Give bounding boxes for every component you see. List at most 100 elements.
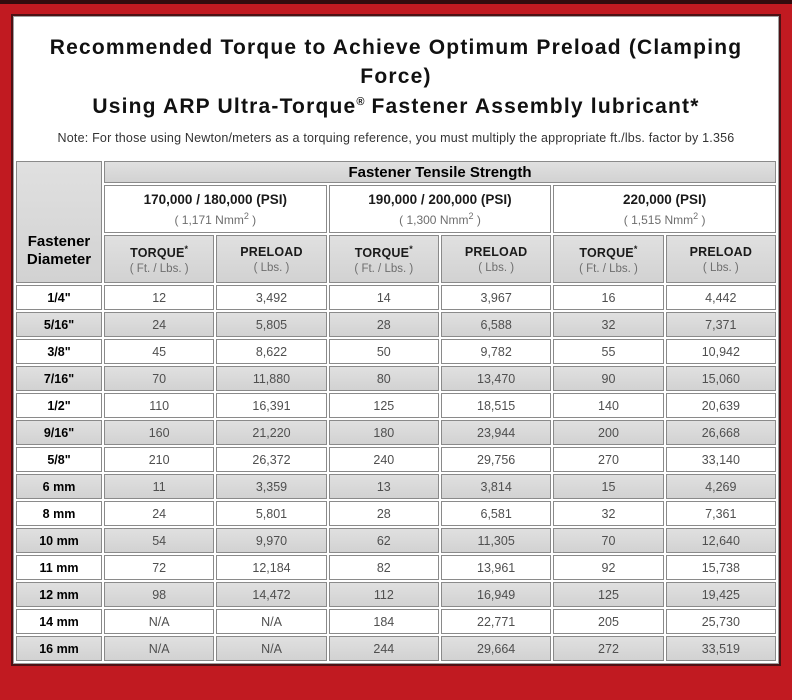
value-cell: 184 — [328, 609, 439, 635]
value-cell: 70 — [104, 366, 215, 392]
torque-header-3: TORQUE* ( Ft. / Lbs. ) — [553, 235, 664, 284]
value-cell: 82 — [328, 555, 439, 581]
value-cell: 16,949 — [440, 582, 552, 608]
value-cell: 29,756 — [440, 447, 552, 473]
value-cell: 33,519 — [665, 636, 776, 662]
value-cell: 16 — [553, 285, 664, 311]
preload-header-1: PRELOAD ( Lbs. ) — [216, 235, 327, 284]
value-cell: 72 — [104, 555, 215, 581]
value-cell: 23,944 — [440, 420, 552, 446]
title-block: Recommended Torque to Achieve Optimum Pr… — [14, 17, 778, 159]
value-cell: 272 — [553, 636, 664, 662]
value-cell: 11,305 — [440, 528, 552, 554]
table-row: 9/16" 160 21,220 180 23,944 200 26,668 — [16, 420, 776, 446]
diameter-cell: 14 mm — [16, 609, 102, 635]
value-cell: 15,738 — [665, 555, 776, 581]
value-cell: 9,970 — [216, 528, 327, 554]
value-cell: 125 — [328, 393, 439, 419]
table-row: 7/16" 70 11,880 80 13,470 90 15,060 — [16, 366, 776, 392]
value-cell: 5,805 — [216, 312, 327, 338]
value-cell: 62 — [328, 528, 439, 554]
value-cell: 12,640 — [665, 528, 776, 554]
value-cell: 18,515 — [440, 393, 552, 419]
value-cell: 20,639 — [665, 393, 776, 419]
content-panel: Recommended Torque to Achieve Optimum Pr… — [11, 13, 781, 667]
fastener-diameter-header: Fastener Diameter — [16, 161, 102, 284]
value-cell: N/A — [216, 636, 327, 662]
value-cell: N/A — [216, 609, 327, 635]
value-cell: 270 — [553, 447, 664, 473]
value-cell: 19,425 — [665, 582, 776, 608]
value-cell: 112 — [328, 582, 439, 608]
value-cell: 13 — [328, 474, 439, 500]
page-title: Recommended Torque to Achieve Optimum Pr… — [24, 33, 768, 121]
diameter-cell: 12 mm — [16, 582, 102, 608]
value-cell: 26,668 — [665, 420, 776, 446]
value-cell: 6,581 — [440, 501, 552, 527]
diameter-cell: 16 mm — [16, 636, 102, 662]
value-cell: 24 — [104, 501, 215, 527]
table-row: 10 mm 54 9,970 62 11,305 70 12,640 — [16, 528, 776, 554]
value-cell: 55 — [553, 339, 664, 365]
value-cell: 16,391 — [216, 393, 327, 419]
diameter-cell: 1/2" — [16, 393, 102, 419]
title-line2: Using ARP Ultra-Torque® Fastener Assembl… — [92, 94, 700, 118]
value-cell: 22,771 — [440, 609, 552, 635]
table-row: 3/8" 45 8,622 50 9,782 55 10,942 — [16, 339, 776, 365]
value-cell: 70 — [553, 528, 664, 554]
red-frame: Recommended Torque to Achieve Optimum Pr… — [0, 4, 792, 700]
psi-header-row: 170,000 / 180,000 (PSI) ( 1,171 Nmm2 ) 1… — [16, 185, 776, 234]
value-cell: 3,967 — [440, 285, 552, 311]
torque-table: Fastener Diameter Fastener Tensile Stren… — [14, 159, 778, 664]
value-cell: 12 — [104, 285, 215, 311]
registered-mark: ® — [356, 95, 365, 108]
diameter-cell: 6 mm — [16, 474, 102, 500]
value-cell: 28 — [328, 501, 439, 527]
table-row: 5/8" 210 26,372 240 29,756 270 33,140 — [16, 447, 776, 473]
column-header-row: TORQUE* ( Ft. / Lbs. ) PRELOAD ( Lbs. ) … — [16, 235, 776, 284]
value-cell: 26,372 — [216, 447, 327, 473]
value-cell: 8,622 — [216, 339, 327, 365]
value-cell: 3,492 — [216, 285, 327, 311]
diameter-cell: 7/16" — [16, 366, 102, 392]
value-cell: 54 — [104, 528, 215, 554]
value-cell: 205 — [553, 609, 664, 635]
table-row: 8 mm 24 5,801 28 6,581 32 7,361 — [16, 501, 776, 527]
value-cell: 21,220 — [216, 420, 327, 446]
value-cell: N/A — [104, 609, 215, 635]
value-cell: 4,269 — [665, 474, 776, 500]
table-row: 12 mm 98 14,472 112 16,949 125 19,425 — [16, 582, 776, 608]
value-cell: 7,361 — [665, 501, 776, 527]
psi-group-3: 220,000 (PSI) ( 1,515 Nmm2 ) — [553, 185, 776, 234]
table-row: 11 mm 72 12,184 82 13,961 92 15,738 — [16, 555, 776, 581]
table-row: 5/16" 24 5,805 28 6,588 32 7,371 — [16, 312, 776, 338]
diameter-cell: 5/16" — [16, 312, 102, 338]
value-cell: 6,588 — [440, 312, 552, 338]
value-cell: 210 — [104, 447, 215, 473]
tensile-header-row: Fastener Diameter Fastener Tensile Stren… — [16, 161, 776, 284]
value-cell: 7,371 — [665, 312, 776, 338]
table-row: 1/2" 110 16,391 125 18,515 140 20,639 — [16, 393, 776, 419]
value-cell: 98 — [104, 582, 215, 608]
table-row: 16 mm N/A N/A 244 29,664 272 33,519 — [16, 636, 776, 662]
value-cell: 11 — [104, 474, 215, 500]
diameter-cell: 1/4" — [16, 285, 102, 311]
value-cell: 13,961 — [440, 555, 552, 581]
diameter-cell: 5/8" — [16, 447, 102, 473]
value-cell: 80 — [328, 366, 439, 392]
value-cell: 45 — [104, 339, 215, 365]
value-cell: 9,782 — [440, 339, 552, 365]
value-cell: 32 — [553, 312, 664, 338]
value-cell: N/A — [104, 636, 215, 662]
value-cell: 160 — [104, 420, 215, 446]
value-cell: 110 — [104, 393, 215, 419]
diameter-cell: 11 mm — [16, 555, 102, 581]
preload-header-2: PRELOAD ( Lbs. ) — [440, 235, 552, 284]
diameter-cell: 9/16" — [16, 420, 102, 446]
preload-header-3: PRELOAD ( Lbs. ) — [665, 235, 776, 284]
psi-group-1: 170,000 / 180,000 (PSI) ( 1,171 Nmm2 ) — [104, 185, 327, 234]
value-cell: 28 — [328, 312, 439, 338]
psi-group-2: 190,000 / 200,000 (PSI) ( 1,300 Nmm2 ) — [328, 185, 552, 234]
value-cell: 3,359 — [216, 474, 327, 500]
value-cell: 4,442 — [665, 285, 776, 311]
